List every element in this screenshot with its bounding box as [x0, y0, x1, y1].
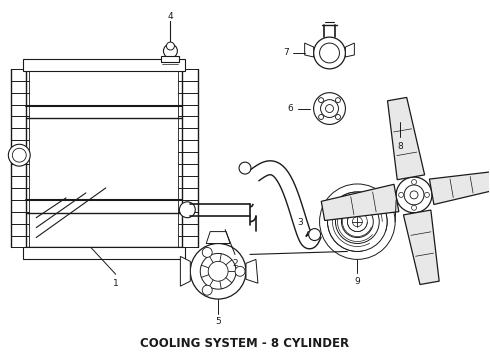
Circle shape	[12, 148, 26, 162]
Circle shape	[200, 253, 236, 289]
Text: 4: 4	[168, 12, 173, 21]
Circle shape	[318, 98, 323, 103]
Bar	[23, 247, 185, 260]
Circle shape	[314, 37, 345, 69]
Circle shape	[319, 43, 340, 63]
Circle shape	[347, 212, 368, 231]
Circle shape	[318, 114, 323, 120]
Circle shape	[319, 184, 395, 260]
Circle shape	[336, 200, 379, 243]
Text: 3: 3	[297, 218, 302, 227]
Bar	[162, 56, 179, 62]
Polygon shape	[403, 210, 439, 284]
Circle shape	[164, 44, 177, 58]
Circle shape	[179, 202, 196, 218]
Circle shape	[202, 247, 212, 257]
Circle shape	[208, 261, 228, 281]
Circle shape	[424, 192, 429, 197]
Text: 5: 5	[215, 317, 221, 326]
Circle shape	[412, 205, 416, 210]
Polygon shape	[246, 260, 258, 283]
Circle shape	[336, 98, 341, 103]
Bar	[26, 69, 182, 247]
Text: 6: 6	[287, 104, 293, 113]
Circle shape	[327, 192, 387, 251]
Circle shape	[404, 185, 424, 205]
Circle shape	[352, 217, 362, 227]
Circle shape	[320, 100, 339, 117]
Text: 2: 2	[232, 260, 238, 269]
Text: COOLING SYSTEM - 8 CYLINDER: COOLING SYSTEM - 8 CYLINDER	[141, 337, 349, 350]
Polygon shape	[180, 256, 190, 286]
Circle shape	[8, 144, 30, 166]
Circle shape	[309, 229, 320, 240]
Circle shape	[235, 266, 245, 276]
Text: 9: 9	[354, 277, 360, 286]
Polygon shape	[321, 184, 399, 220]
Bar	[23, 59, 185, 71]
Text: 8: 8	[397, 141, 403, 150]
Circle shape	[314, 93, 345, 125]
Circle shape	[167, 42, 174, 50]
Circle shape	[202, 285, 212, 295]
Circle shape	[412, 180, 416, 184]
Polygon shape	[429, 171, 490, 204]
Polygon shape	[305, 43, 314, 57]
Polygon shape	[206, 231, 230, 243]
Circle shape	[336, 114, 341, 120]
Circle shape	[342, 206, 373, 238]
Circle shape	[325, 105, 334, 113]
Circle shape	[239, 162, 251, 174]
Polygon shape	[388, 98, 425, 180]
Polygon shape	[345, 43, 354, 57]
Circle shape	[190, 243, 246, 299]
Text: 1: 1	[113, 279, 119, 288]
Text: 7: 7	[283, 49, 289, 58]
Circle shape	[410, 191, 418, 199]
Circle shape	[399, 192, 404, 197]
Circle shape	[396, 177, 432, 213]
